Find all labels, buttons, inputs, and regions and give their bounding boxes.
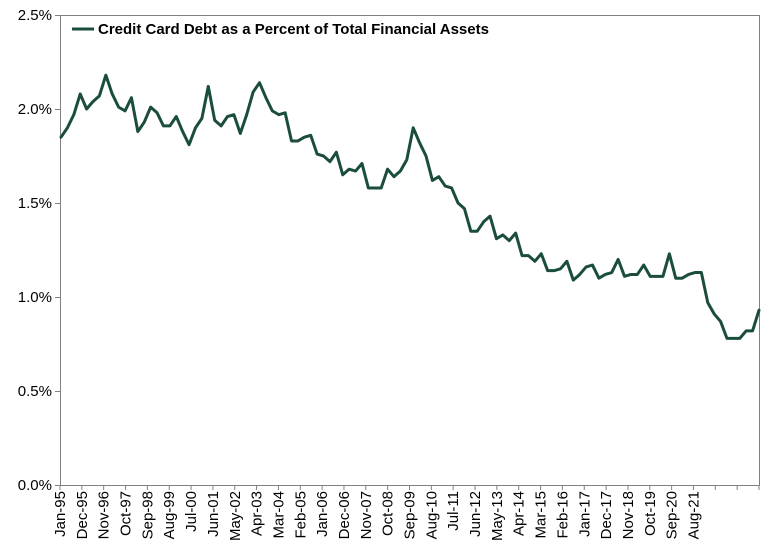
x-tick-label: Jul-11: [445, 491, 462, 531]
x-tick-label: Dec-06: [336, 491, 353, 539]
x-tick-label: Aug-10: [423, 491, 440, 539]
legend: Credit Card Debt as a Percent of Total F…: [72, 21, 489, 38]
plot-frame: [60, 15, 760, 486]
y-tick-label: 0.0%: [18, 477, 52, 494]
x-tick-label: May-13: [489, 491, 506, 541]
x-tick-label: Apr-03: [249, 491, 266, 536]
y-axis: 0.0% 0.5% 1.0% 1.5% 2.0% 2.5%: [18, 7, 60, 494]
x-tick-label: Sep-98: [139, 491, 156, 539]
legend-label: Credit Card Debt as a Percent of Total F…: [98, 21, 489, 38]
x-tick-label: Jan-95: [52, 491, 69, 537]
x-tick-label: Sep-09: [402, 491, 419, 539]
x-axis: Jan-95 Dec-95 Nov-96 Oct-97 Sep-98 Aug-99 Jul-…: [52, 485, 760, 541]
x-tick-label: Jan-17: [576, 491, 593, 537]
x-tick-label: Oct-08: [380, 491, 397, 536]
x-tick-label: Aug-99: [161, 491, 178, 539]
series-line: [59, 73, 761, 340]
x-tick-label: Nov-96: [96, 491, 113, 539]
x-tick-label: Aug-21: [685, 491, 702, 539]
x-tick-label: Mar-15: [533, 491, 550, 539]
x-tick-label: Feb-16: [554, 491, 571, 539]
x-tick-label: Oct-19: [642, 491, 659, 536]
y-tick-label: 0.5%: [18, 383, 52, 400]
x-tick-label: Jul-00: [183, 491, 200, 532]
x-tick-label: Mar-04: [270, 491, 287, 539]
x-tick-label: Nov-18: [620, 491, 637, 539]
x-tick-label: Dec-17: [598, 491, 615, 539]
x-tick-label: Dec-95: [74, 491, 91, 539]
x-tick-label: Sep-20: [664, 491, 681, 539]
y-tick-label: 1.0%: [18, 289, 52, 306]
y-tick-label: 2.0%: [18, 101, 52, 118]
x-tick-label: Jun-01: [205, 491, 222, 537]
y-tick-label: 1.5%: [18, 195, 52, 212]
x-tick-label: Jan-06: [314, 491, 331, 537]
x-tick-label: Apr-14: [511, 491, 528, 536]
y-tick-label: 2.5%: [18, 7, 52, 24]
x-tick-label: Feb-05: [292, 491, 309, 539]
x-tick-label: Oct-97: [118, 491, 135, 536]
x-tick-label: Jun-12: [467, 491, 484, 537]
x-tick-label: Nov-07: [358, 491, 375, 539]
x-tick-label: May-02: [227, 491, 244, 541]
